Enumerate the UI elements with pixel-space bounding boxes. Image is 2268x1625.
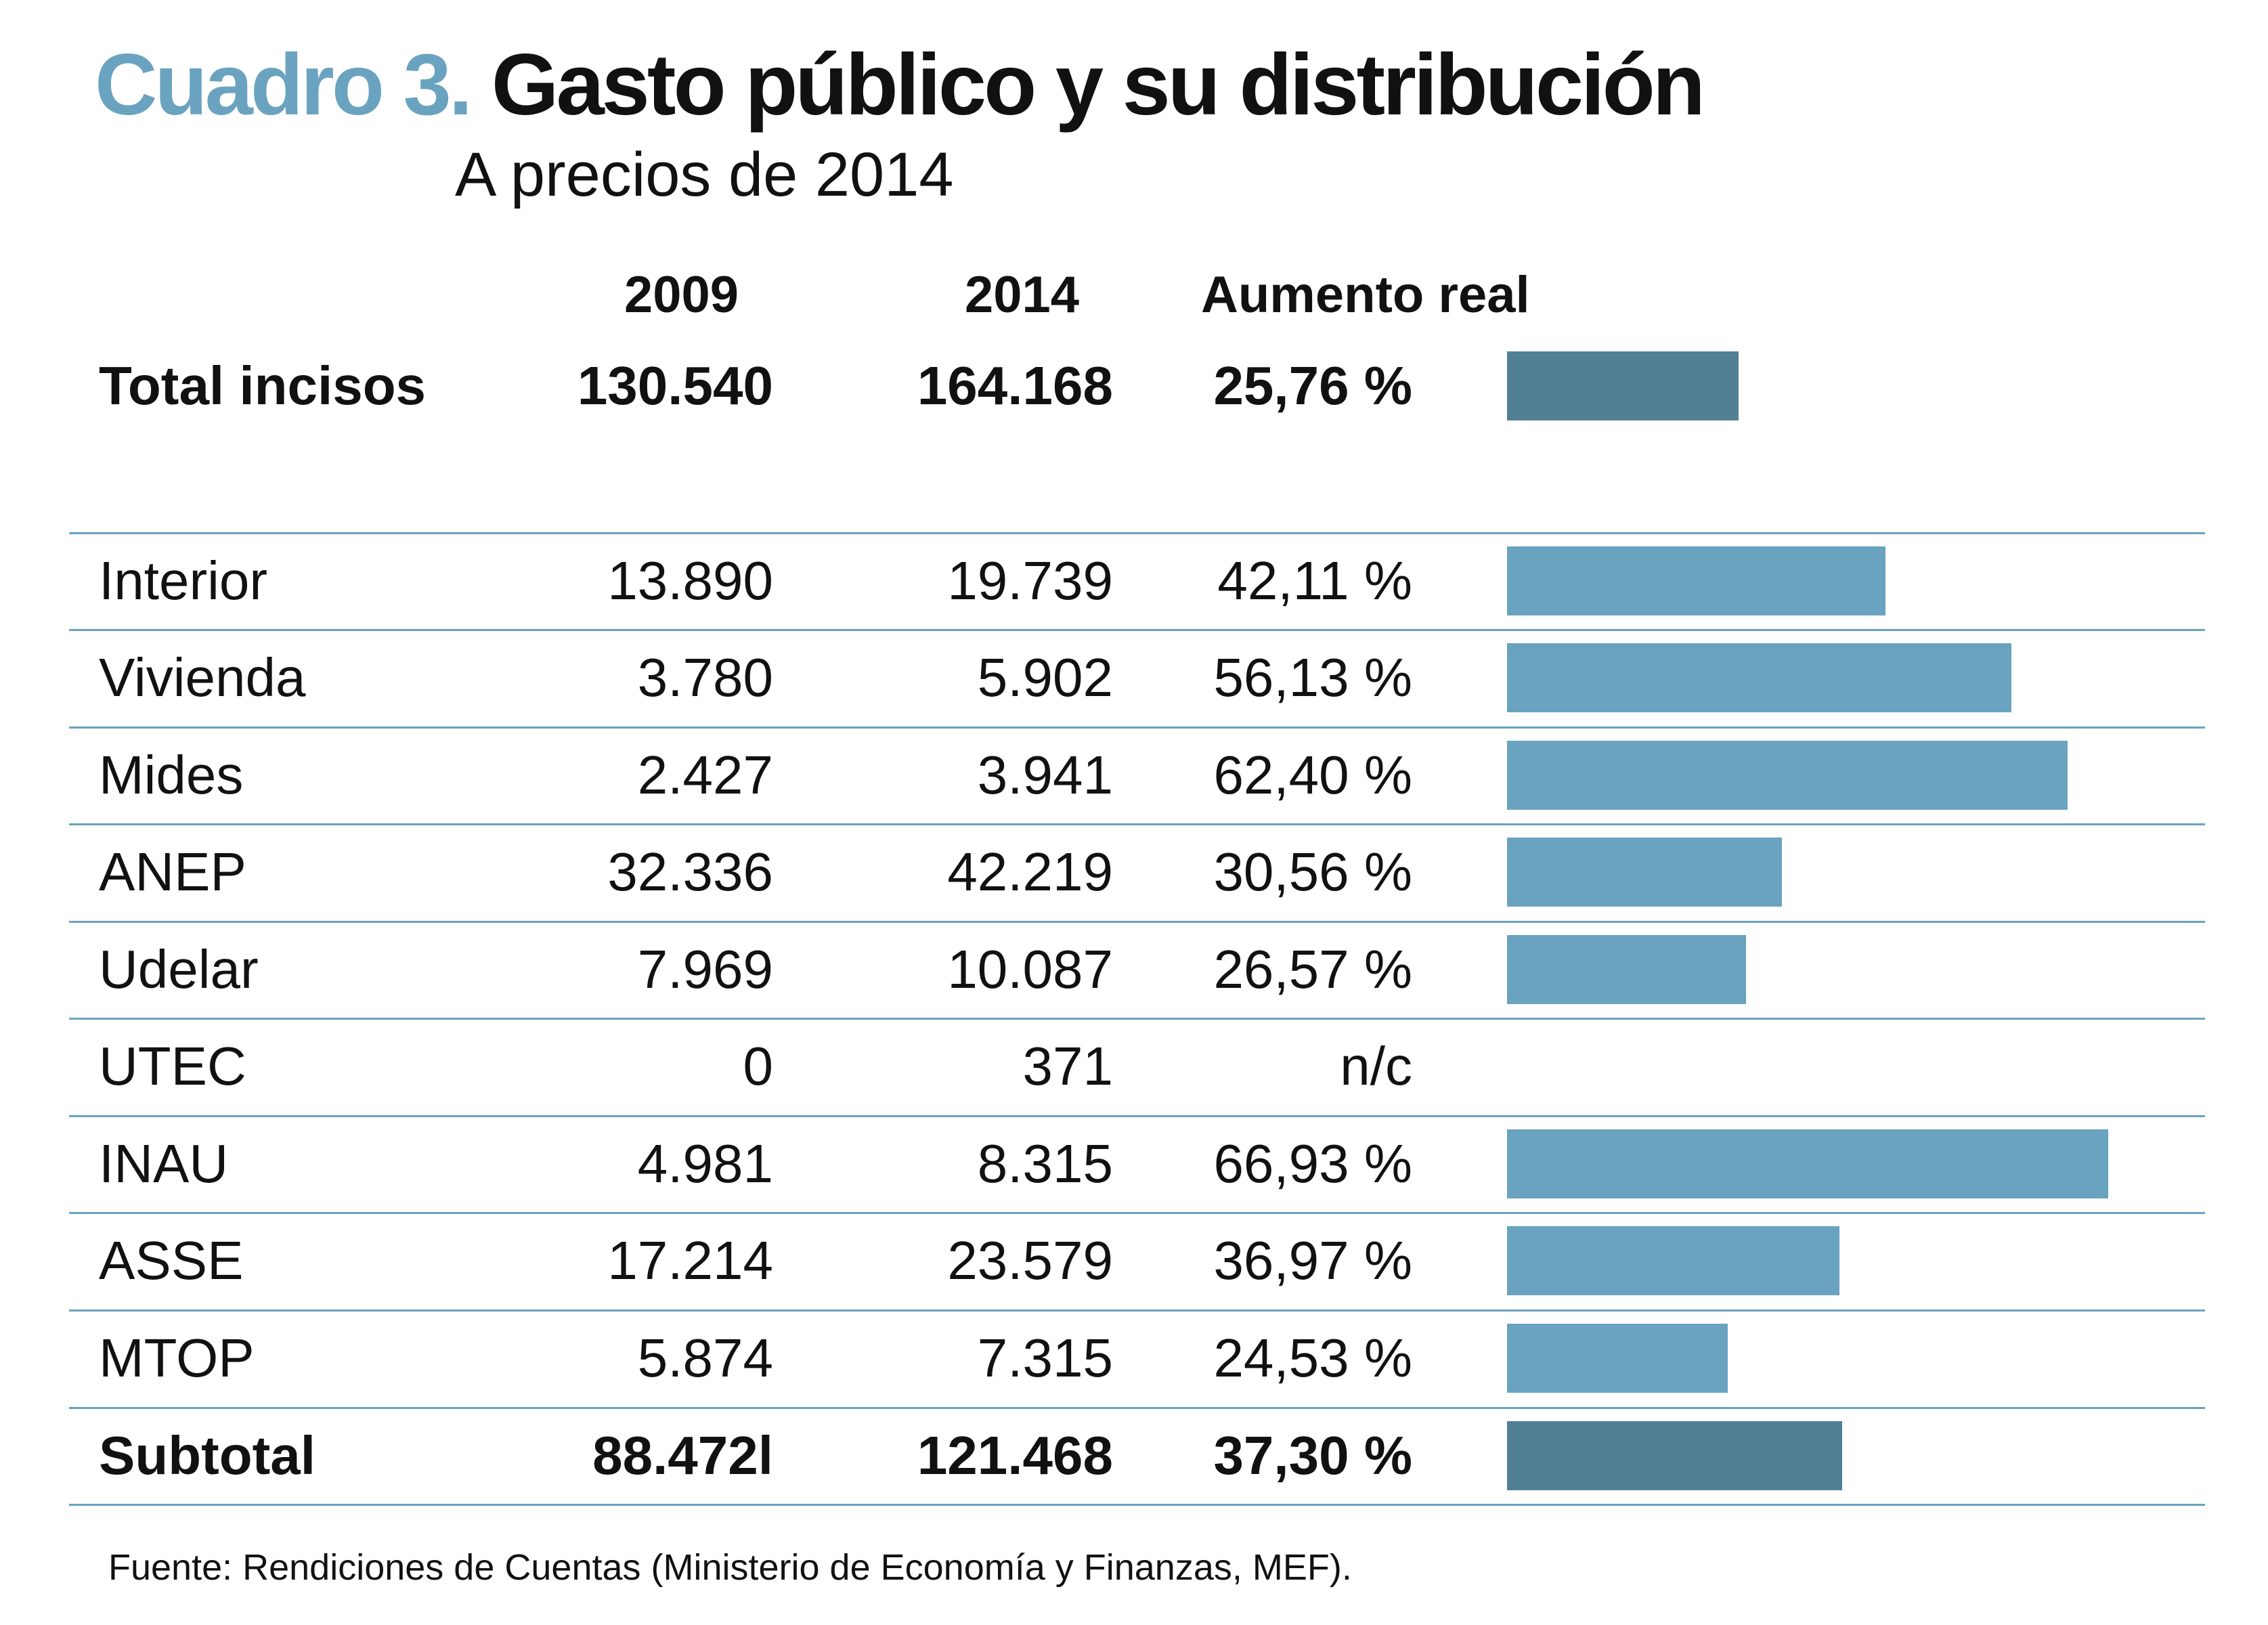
cell-increase-inau: 66,93 % [1213, 1133, 1412, 1194]
cell-increase-mides: 62,40 % [1213, 745, 1412, 805]
row-label-utec: UTEC [99, 1036, 246, 1096]
cell-2009-udelar: 7.969 [637, 939, 773, 999]
cell-2009-mtop: 5.874 [637, 1328, 773, 1388]
row-divider [69, 1115, 2205, 1117]
cell-increase-subtotal: 37,30 % [1213, 1425, 1412, 1486]
cell-increase-vivienda: 56,13 % [1213, 647, 1412, 708]
cell-2009-inau: 4.981 [637, 1133, 773, 1194]
column-header-increase: Aumento real [1201, 266, 1530, 324]
cell-2014-mides: 3.941 [977, 745, 1113, 805]
cell-2014-asse: 23.579 [947, 1230, 1113, 1291]
row-label-interior: Interior [99, 550, 267, 611]
row-label-vivienda: Vivienda [99, 647, 306, 708]
chart-title: Cuadro 3. Gasto público y su distribució… [95, 35, 1705, 135]
row-divider [69, 921, 2205, 923]
cell-2014-inau: 8.315 [977, 1133, 1113, 1194]
cell-2014-utec: 371 [1022, 1036, 1113, 1096]
cell-2009-asse: 17.214 [607, 1230, 773, 1291]
chart-subtitle: A precios de 2014 [455, 140, 954, 209]
cell-2014-total: 164.168 [917, 355, 1113, 416]
row-label-inau: INAU [99, 1133, 229, 1194]
row-divider [69, 1504, 2205, 1506]
row-label-asse: ASSE [99, 1230, 244, 1291]
row-divider [69, 727, 2205, 729]
cell-increase-anep: 30,56 % [1213, 842, 1412, 902]
cell-2009-anep: 32.336 [607, 842, 773, 902]
bar-asse [1507, 1226, 1839, 1295]
cell-2009-vivienda: 3.780 [637, 647, 773, 708]
cell-2014-mtop: 7.315 [977, 1328, 1113, 1388]
cell-2014-anep: 42.219 [947, 842, 1113, 902]
title-lead: Cuadro 3. [95, 37, 473, 133]
row-divider [69, 629, 2205, 631]
bar-interior [1507, 546, 1885, 615]
cell-2009-subtotal: 88.472l [592, 1425, 773, 1486]
column-header-2009: 2009 [624, 266, 739, 324]
column-header-2014: 2014 [965, 266, 1080, 324]
row-label-total: Total incisos [99, 355, 427, 416]
cell-2014-interior: 19.739 [947, 550, 1113, 611]
bar-vivienda [1507, 643, 2011, 712]
cell-2014-vivienda: 5.902 [977, 647, 1113, 708]
cell-increase-udelar: 26,57 % [1213, 939, 1412, 999]
row-label-subtotal: Subtotal [99, 1425, 315, 1486]
source-note: Fuente: Rendiciones de Cuentas (Minister… [108, 1547, 1352, 1588]
bar-subtotal [1507, 1421, 1842, 1490]
row-label-anep: ANEP [99, 842, 246, 902]
row-divider [69, 1212, 2205, 1214]
cell-2014-subtotal: 121.468 [917, 1425, 1113, 1486]
row-divider [69, 1018, 2205, 1020]
cell-increase-utec: n/c [1340, 1036, 1412, 1096]
cell-2009-interior: 13.890 [607, 550, 773, 611]
cell-increase-interior: 42,11 % [1217, 550, 1412, 611]
row-divider [69, 823, 2205, 825]
row-divider [69, 1309, 2205, 1312]
bar-total [1507, 351, 1739, 420]
bar-mtop [1507, 1324, 1728, 1393]
row-divider [69, 1407, 2205, 1409]
title-rest: Gasto público y su distribución [491, 37, 1705, 133]
cell-2009-mides: 2.427 [637, 745, 773, 805]
bar-udelar [1507, 935, 1746, 1004]
bar-anep [1507, 838, 1782, 907]
row-label-mtop: MTOP [99, 1328, 255, 1388]
cell-increase-mtop: 24,53 % [1213, 1328, 1412, 1388]
cell-2009-total: 130.540 [577, 355, 773, 416]
row-label-mides: Mides [99, 745, 244, 805]
cell-increase-total: 25,76 % [1213, 355, 1412, 416]
bar-mides [1507, 741, 2068, 810]
cell-2014-udelar: 10.087 [947, 939, 1113, 999]
cell-increase-asse: 36,97 % [1213, 1230, 1412, 1291]
cell-2009-utec: 0 [743, 1036, 774, 1096]
row-label-udelar: Udelar [99, 939, 259, 999]
bar-inau [1507, 1129, 2108, 1198]
row-divider [69, 532, 2205, 534]
